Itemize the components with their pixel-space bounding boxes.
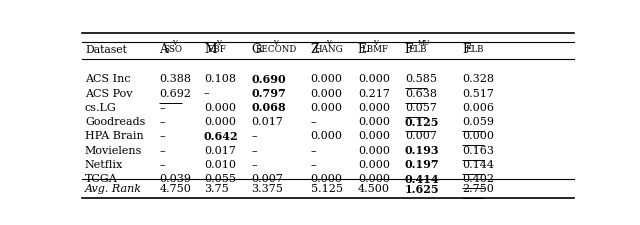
Text: –: – — [204, 88, 210, 98]
Text: V: V — [326, 39, 331, 47]
Text: 0.690: 0.690 — [251, 74, 285, 84]
Text: 0.108: 0.108 — [204, 74, 236, 84]
Text: –: – — [159, 102, 165, 112]
Text: 0.000: 0.000 — [358, 74, 390, 84]
Text: 0.000: 0.000 — [358, 102, 390, 112]
Text: 0.328: 0.328 — [462, 74, 494, 84]
Text: V: V — [373, 39, 378, 47]
Text: TCGA: TCGA — [85, 173, 118, 183]
Text: 0.517: 0.517 — [462, 88, 494, 98]
Text: ELB: ELB — [408, 45, 427, 54]
Text: 0.585: 0.585 — [405, 74, 437, 84]
Text: 0.059: 0.059 — [462, 117, 494, 127]
Text: 2.750: 2.750 — [462, 184, 494, 194]
Text: ACS Inc: ACS Inc — [85, 74, 131, 84]
Text: Avg. Rank: Avg. Rank — [85, 184, 142, 194]
Text: 0.000: 0.000 — [310, 74, 342, 84]
Text: 0.007: 0.007 — [405, 131, 436, 141]
Text: EBF: EBF — [207, 45, 226, 54]
Text: 0.000: 0.000 — [358, 145, 390, 155]
Text: 0.000: 0.000 — [310, 131, 342, 141]
Text: –: – — [310, 159, 316, 169]
Text: 0.414: 0.414 — [405, 173, 440, 184]
Text: 3.75: 3.75 — [204, 184, 228, 194]
Text: 0.010: 0.010 — [204, 159, 236, 169]
Text: 0.000: 0.000 — [358, 131, 390, 141]
Text: –: – — [310, 117, 316, 127]
Text: 0.000: 0.000 — [462, 131, 494, 141]
Text: 0.217: 0.217 — [358, 88, 390, 98]
Text: 0.006: 0.006 — [462, 102, 494, 112]
Text: 0.797: 0.797 — [251, 88, 286, 99]
Text: Goodreads: Goodreads — [85, 117, 145, 127]
Text: 0.000: 0.000 — [204, 117, 236, 127]
Text: RECOND: RECOND — [255, 45, 296, 54]
Text: SSO: SSO — [163, 45, 182, 54]
Text: ACS Pov: ACS Pov — [85, 88, 132, 98]
Text: 0.388: 0.388 — [159, 74, 191, 84]
Text: V: V — [172, 39, 177, 47]
Text: G: G — [251, 43, 261, 56]
Text: –: – — [251, 159, 257, 169]
Text: 0.125: 0.125 — [405, 116, 440, 127]
Text: 0.000: 0.000 — [310, 102, 342, 112]
Text: –: – — [159, 117, 165, 127]
Text: 0.692: 0.692 — [159, 88, 191, 98]
Text: Netflix: Netflix — [85, 159, 124, 169]
Text: 4.500: 4.500 — [358, 184, 390, 194]
Text: 0.000: 0.000 — [358, 117, 390, 127]
Text: 3.375: 3.375 — [251, 184, 283, 194]
Text: –: – — [251, 145, 257, 155]
Text: F: F — [405, 43, 413, 56]
Text: 0.193: 0.193 — [405, 144, 440, 155]
Text: 0.017: 0.017 — [204, 145, 236, 155]
Text: 0.000: 0.000 — [310, 88, 342, 98]
Text: Dataset: Dataset — [85, 45, 127, 54]
Text: 0.144: 0.144 — [462, 159, 494, 169]
Text: 0.000: 0.000 — [310, 173, 342, 183]
Text: 0.068: 0.068 — [251, 102, 285, 113]
Text: 0.057: 0.057 — [405, 102, 436, 112]
Text: Movielens: Movielens — [85, 145, 142, 155]
Text: 0.197: 0.197 — [405, 159, 440, 170]
Text: 0.000: 0.000 — [358, 173, 390, 183]
Text: 0.007: 0.007 — [251, 173, 283, 183]
Text: 0.402: 0.402 — [462, 173, 494, 183]
Text: 0.163: 0.163 — [462, 145, 494, 155]
Text: 4.750: 4.750 — [159, 184, 191, 194]
Text: –: – — [251, 131, 257, 141]
Text: LBMF: LBMF — [361, 45, 388, 54]
Text: V: V — [216, 39, 221, 47]
Text: V: V — [273, 39, 278, 47]
Text: 0.000: 0.000 — [358, 159, 390, 169]
Text: cs.LG: cs.LG — [85, 102, 116, 112]
Text: –: – — [159, 159, 165, 169]
Text: F: F — [462, 43, 470, 56]
Text: HANG: HANG — [314, 45, 343, 54]
Text: 0.000: 0.000 — [204, 102, 236, 112]
Text: MU: MU — [417, 39, 429, 47]
Text: 0.055: 0.055 — [204, 173, 236, 183]
Text: 0.039: 0.039 — [159, 173, 191, 183]
Text: E: E — [358, 43, 367, 56]
Text: 0.017: 0.017 — [251, 117, 283, 127]
Text: –: – — [159, 145, 165, 155]
Text: –: – — [159, 131, 165, 141]
Text: HPA Brain: HPA Brain — [85, 131, 144, 141]
Text: 5.125: 5.125 — [310, 184, 342, 194]
Text: ELB: ELB — [465, 45, 484, 54]
Text: 0.638: 0.638 — [405, 88, 437, 98]
Text: 1.625: 1.625 — [405, 183, 440, 194]
Text: –: – — [310, 145, 316, 155]
Text: Z: Z — [310, 43, 319, 56]
Text: 0.642: 0.642 — [204, 130, 239, 141]
Text: A: A — [159, 43, 168, 56]
Text: M: M — [204, 43, 216, 56]
